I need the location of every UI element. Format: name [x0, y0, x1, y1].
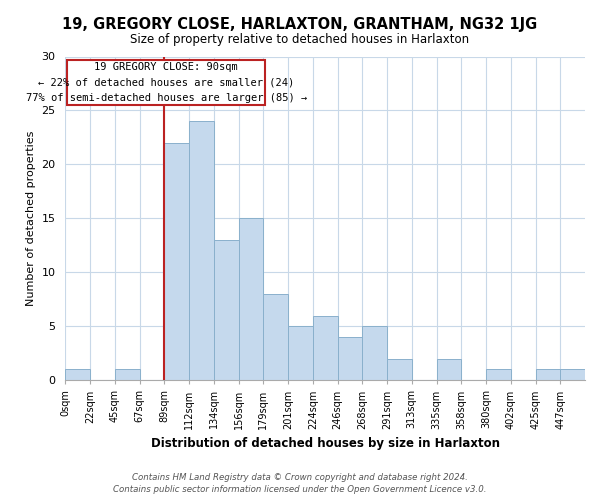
Y-axis label: Number of detached properties: Number of detached properties — [26, 130, 36, 306]
Bar — [560, 370, 585, 380]
Bar — [362, 326, 387, 380]
Bar — [67, 60, 265, 105]
Bar — [288, 326, 313, 380]
Bar — [115, 370, 140, 380]
Text: 19, GREGORY CLOSE, HARLAXTON, GRANTHAM, NG32 1JG: 19, GREGORY CLOSE, HARLAXTON, GRANTHAM, … — [62, 18, 538, 32]
Bar — [387, 358, 412, 380]
Bar — [164, 143, 189, 380]
X-axis label: Distribution of detached houses by size in Harlaxton: Distribution of detached houses by size … — [151, 437, 500, 450]
Bar — [338, 337, 362, 380]
Bar — [239, 218, 263, 380]
Bar — [263, 294, 288, 380]
Bar — [214, 240, 239, 380]
Text: ← 22% of detached houses are smaller (24): ← 22% of detached houses are smaller (24… — [38, 78, 295, 88]
Bar — [65, 370, 90, 380]
Bar — [313, 316, 338, 380]
Text: 77% of semi-detached houses are larger (85) →: 77% of semi-detached houses are larger (… — [26, 92, 307, 102]
Bar — [437, 358, 461, 380]
Text: Contains HM Land Registry data © Crown copyright and database right 2024.
Contai: Contains HM Land Registry data © Crown c… — [113, 472, 487, 494]
Bar — [536, 370, 560, 380]
Text: Size of property relative to detached houses in Harlaxton: Size of property relative to detached ho… — [130, 32, 470, 46]
Bar — [486, 370, 511, 380]
Bar — [189, 122, 214, 380]
Text: 19 GREGORY CLOSE: 90sqm: 19 GREGORY CLOSE: 90sqm — [94, 62, 238, 72]
